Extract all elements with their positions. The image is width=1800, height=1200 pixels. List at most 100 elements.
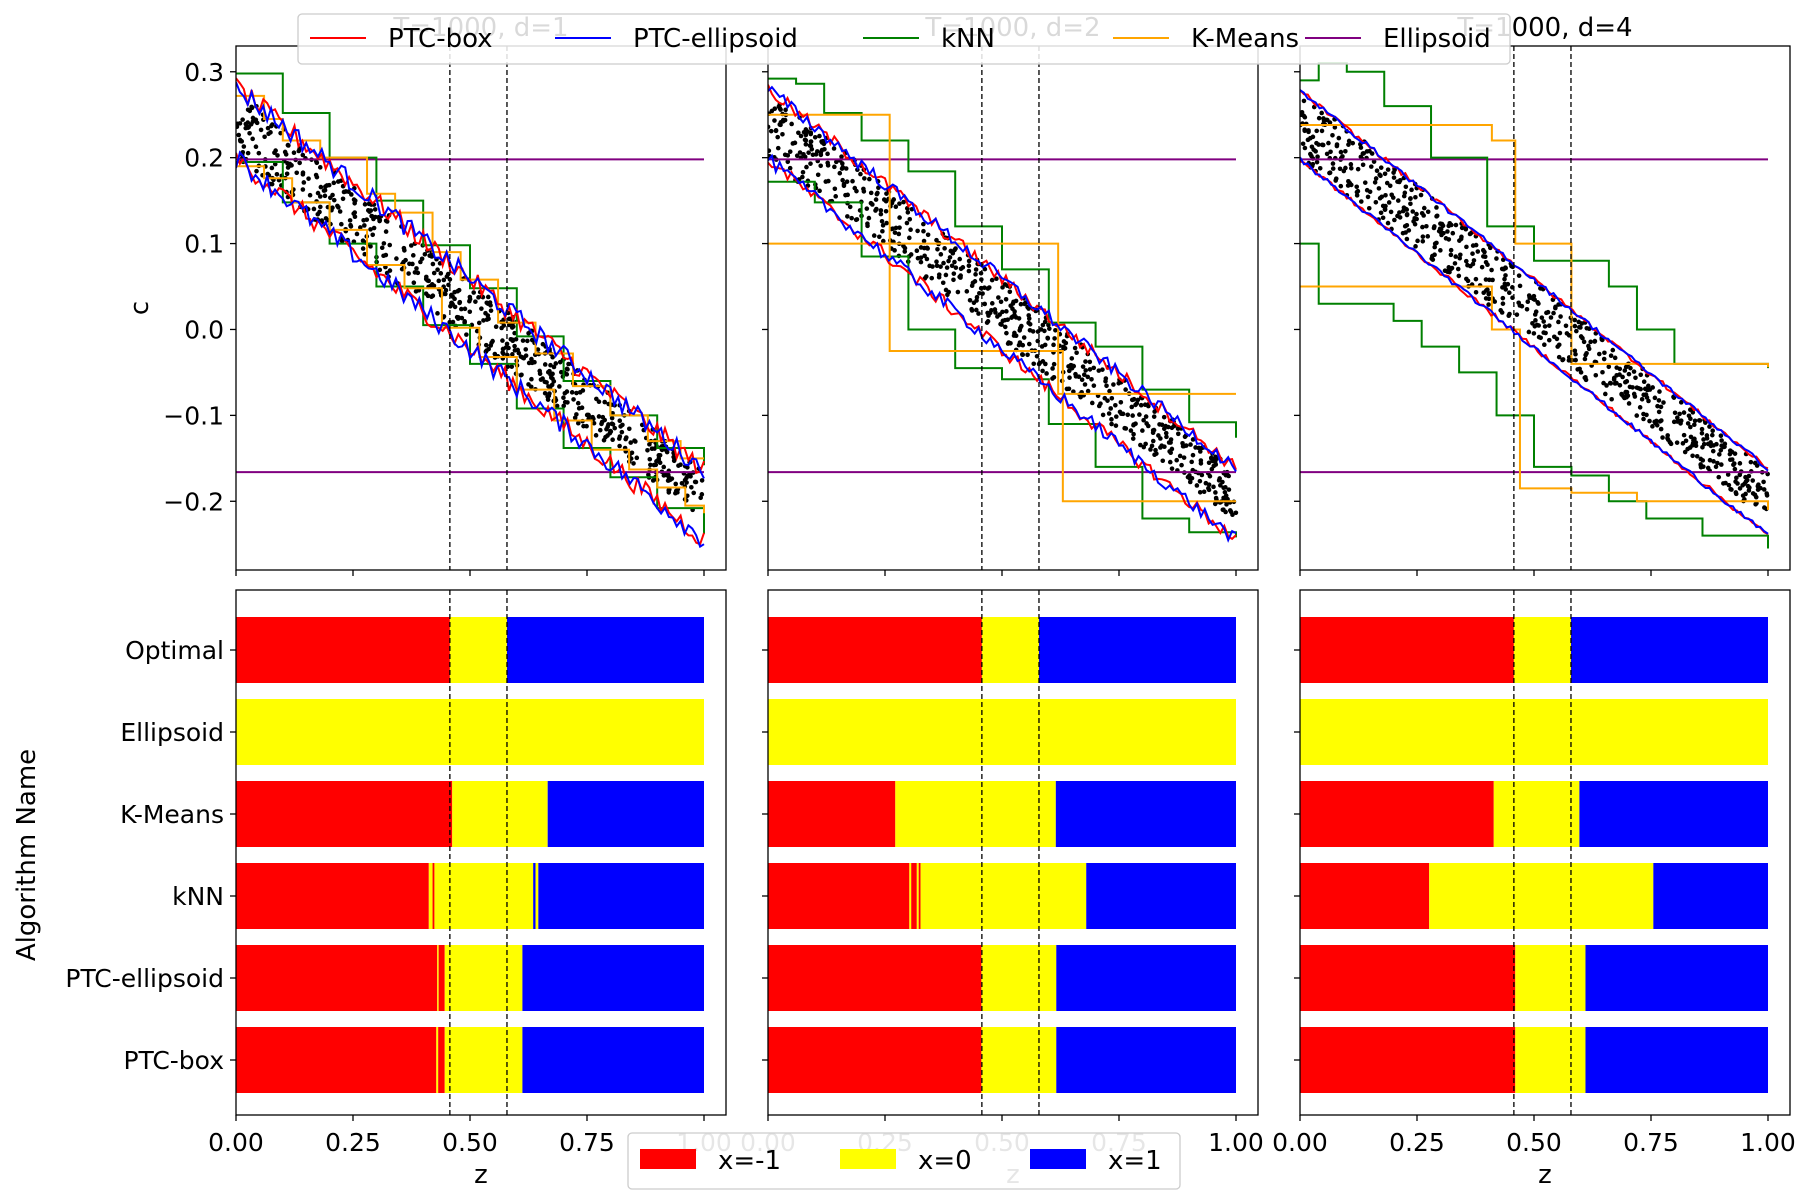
y-tick-label: 0.3 (184, 58, 224, 87)
scatter-point (1206, 487, 1212, 493)
scatter-point (834, 159, 839, 165)
scatter-point (1051, 361, 1057, 367)
scatter-point (1180, 440, 1185, 446)
scatter-point (1026, 316, 1032, 321)
scatter-point (800, 174, 805, 180)
scatter-point (941, 260, 946, 266)
scatter-point (1031, 361, 1037, 367)
scatter-point (992, 307, 998, 312)
algorithm-label: kNN (172, 882, 224, 911)
scatter-point (1385, 220, 1391, 226)
scatter-point (989, 277, 995, 283)
scatter-point (362, 223, 367, 228)
scatter-point (908, 227, 913, 233)
scatter-point (974, 307, 979, 313)
scatter-point (972, 279, 978, 284)
scatter-point (884, 220, 889, 226)
scatter-point (1688, 424, 1693, 430)
scatter-point (1391, 170, 1396, 175)
scatter-point (1300, 141, 1306, 147)
x-tick-label: 1.00 (1740, 1128, 1796, 1157)
scatter-point (1221, 507, 1226, 512)
scatter-point (1052, 336, 1057, 341)
scatter-point (1430, 257, 1436, 262)
scatter-point (808, 161, 813, 166)
scatter-point (1365, 194, 1371, 200)
scatter-point (1546, 337, 1552, 343)
scatter-point (868, 200, 874, 206)
scatter-point (794, 153, 800, 159)
scatter-point (492, 351, 498, 357)
bar-segment (236, 863, 429, 929)
scatter-point (1209, 456, 1214, 462)
scatter-point (564, 372, 570, 377)
scatter-point (792, 140, 798, 146)
scatter-point (1634, 385, 1640, 390)
bar-segment (1653, 863, 1768, 929)
scatter-point (628, 440, 634, 445)
scatter-point (889, 199, 895, 204)
scatter-point (1123, 387, 1128, 392)
scatter-point (321, 188, 327, 193)
bar-segment (1429, 863, 1654, 929)
scatter-point (1402, 190, 1408, 196)
scatter-point (1709, 432, 1715, 438)
scatter-point (313, 172, 319, 178)
scatter-point (551, 364, 557, 370)
scatter-point (1013, 298, 1019, 304)
scatter-point (547, 368, 552, 374)
scatter-point (1707, 424, 1712, 429)
scatter-point (272, 150, 277, 156)
scatter-point (1639, 396, 1645, 402)
scatter-point (1699, 426, 1705, 432)
scatter-point (550, 371, 555, 377)
scatter-points (768, 102, 1239, 518)
bar-segment (449, 617, 507, 683)
scatter-point (596, 399, 602, 405)
scatter-point (878, 211, 884, 217)
scatter-point (537, 371, 543, 377)
scatter-point (982, 266, 988, 272)
scatter-point (995, 314, 1000, 319)
scatter-point (297, 160, 302, 166)
scatter-point (787, 149, 793, 154)
scatter-point (284, 171, 290, 177)
scatter-point (528, 384, 534, 390)
scatter-point (1624, 379, 1630, 384)
scatter-point (476, 295, 481, 300)
bar-segment (436, 1027, 439, 1093)
scatter-point (1324, 151, 1330, 157)
scatter-point (1360, 151, 1366, 156)
scatter-point (266, 131, 271, 137)
scatter-point (1650, 424, 1655, 429)
scatter-point (951, 271, 957, 276)
y-tick-label: 0.0 (184, 315, 224, 344)
scatter-point (1678, 400, 1684, 405)
scatter-point (1731, 462, 1736, 468)
scatter-point (892, 230, 898, 235)
top-panel-1: T=1000, d=10.30.20.10.0−0.1−0.2 (163, 13, 727, 576)
scatter-point (1314, 128, 1320, 134)
scatter-point (874, 206, 879, 212)
scatter-point (1608, 381, 1614, 386)
algorithm-label: PTC-ellipsoid (65, 964, 224, 993)
scatter-point (1551, 334, 1557, 340)
scatter-point (1600, 369, 1605, 375)
y-tick-label: −0.1 (163, 401, 224, 430)
scatter-point (666, 478, 672, 483)
bar-segment (533, 863, 536, 929)
scatter-point (596, 414, 602, 419)
scatter-point (593, 433, 599, 438)
scatter-point (673, 490, 678, 496)
scatter-point (423, 291, 429, 296)
kmeans-upper-line (1300, 124, 1769, 368)
scatter-point (1532, 323, 1538, 329)
scatter-point (352, 198, 358, 203)
scatter-point (1359, 199, 1364, 204)
scatter-point (1106, 411, 1112, 416)
bar-segment (438, 1027, 445, 1093)
bar-segment (909, 863, 912, 929)
scatter-point (487, 300, 493, 305)
scatter-point (1085, 388, 1091, 394)
scatter-point (1038, 327, 1044, 332)
